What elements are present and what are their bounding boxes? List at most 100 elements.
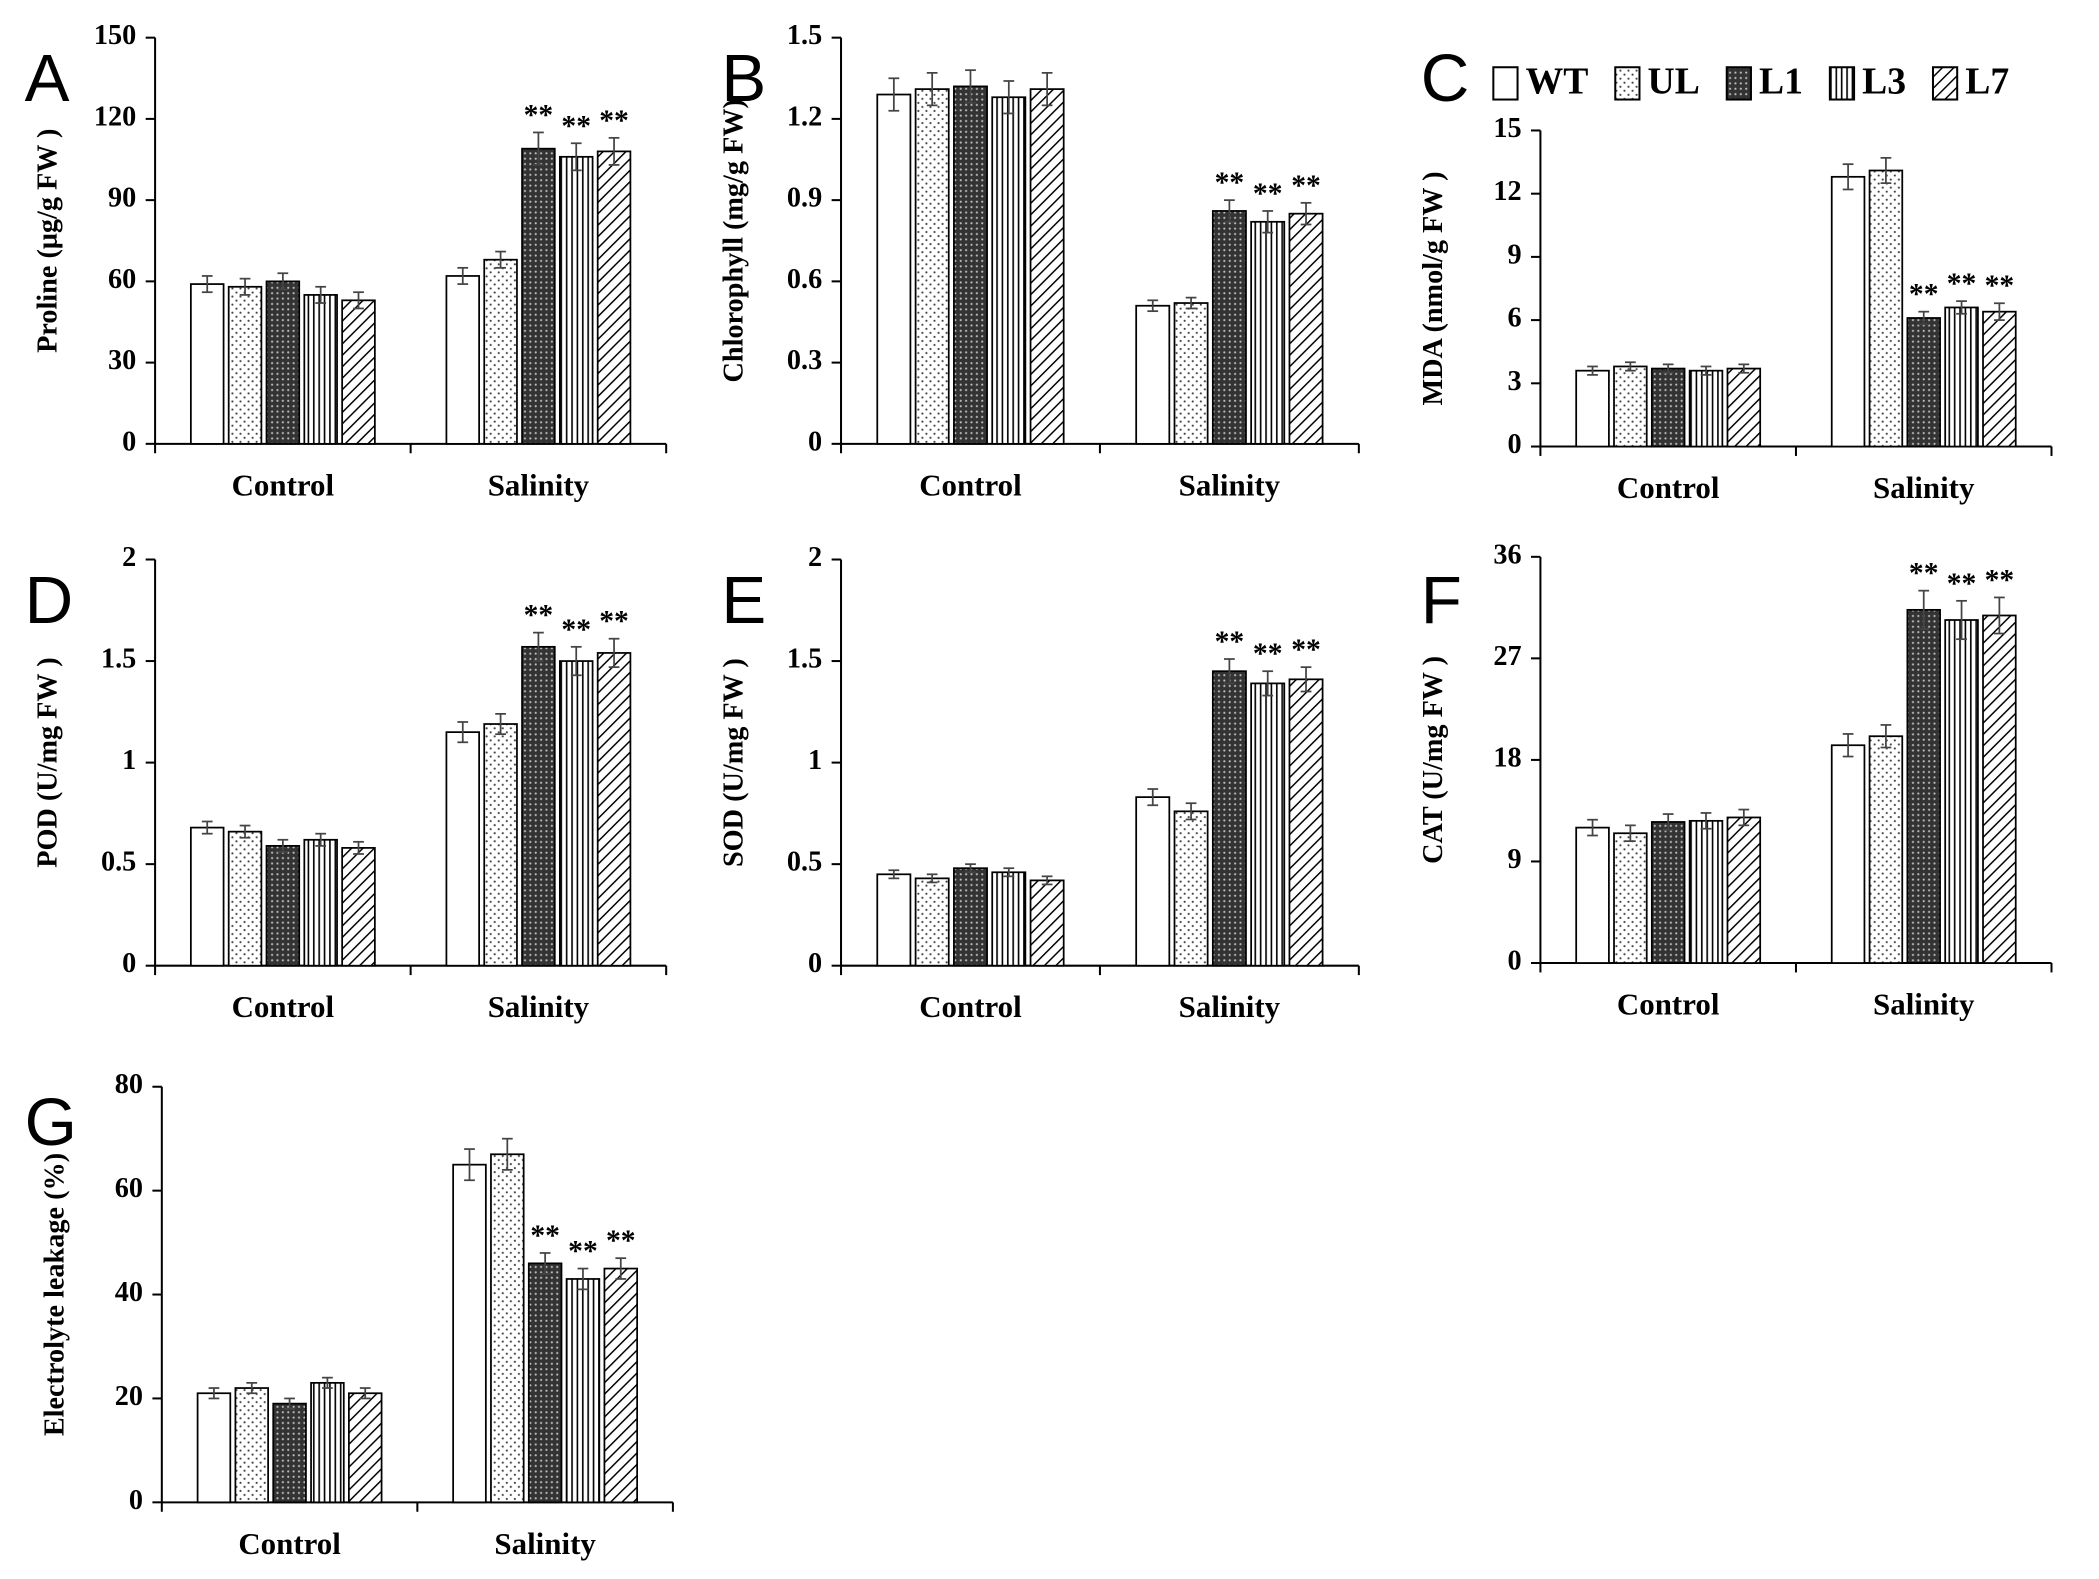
bar <box>1613 365 1648 448</box>
bar <box>1173 810 1209 967</box>
panel: A Proline (μg/g FW ) 0 30 60 90 120 150 Control S… <box>25 20 668 502</box>
error-bar <box>322 1376 333 1389</box>
y-tick-label: 1.2 <box>787 101 822 132</box>
bar <box>303 294 338 445</box>
error-bar <box>1662 813 1674 831</box>
error-bar <box>1003 867 1015 878</box>
y-tick-label: 36 <box>1493 539 1521 570</box>
panel: C MDA (nmol/g FW ) 0 3 6 9 12 15 Control Salinity… <box>1418 41 2053 505</box>
bar <box>953 867 988 967</box>
y-tick-label: 0.9 <box>787 183 822 214</box>
significance-label: ** <box>1253 638 1283 670</box>
error-bar <box>1956 599 1967 641</box>
y-axis-label: Chlorophyll (mg/g FW) <box>719 99 750 382</box>
bar <box>1726 367 1762 448</box>
x-tick-label: Control <box>1617 470 1720 505</box>
panel-letter: B <box>721 41 766 116</box>
bar <box>991 871 1027 967</box>
panel-letter: D <box>25 563 74 638</box>
error-bar <box>353 291 364 310</box>
x-tick-label: Salinity <box>494 1526 596 1561</box>
bar <box>527 1262 563 1504</box>
bar <box>1830 744 1866 964</box>
y-axis-label: POD (U/mg FW ) <box>33 657 64 867</box>
error-bar <box>1185 802 1197 821</box>
error-bar <box>315 832 327 847</box>
y-tick-label: 120 <box>94 101 136 132</box>
x-tick-label: Control <box>232 989 335 1024</box>
y-axis-label: MDA (nmol/g FW ) <box>1418 172 1449 406</box>
significance-label: ** <box>1947 268 1977 300</box>
significance-label: ** <box>1291 170 1321 202</box>
error-bar <box>615 1257 627 1280</box>
bar <box>189 826 225 967</box>
error-bar <box>239 824 251 839</box>
bar <box>303 838 338 967</box>
y-tick-label: 60 <box>115 1173 143 1204</box>
y-axis-label: CAT (U/mg FW ) <box>1418 656 1449 864</box>
error-bar <box>570 645 582 677</box>
bar <box>1726 816 1762 964</box>
significance-label: ** <box>1291 634 1321 666</box>
y-axis-label: SOD (U/mg FW ) <box>719 658 750 867</box>
error-bar <box>965 69 976 104</box>
error-bar <box>1224 199 1235 223</box>
bar <box>596 150 632 445</box>
error-bar <box>888 77 900 112</box>
y-tick-label: 12 <box>1493 176 1521 207</box>
error-bar <box>1662 363 1674 374</box>
panel: E SOD (U/mg FW ) 0 0.5 1 1.5 2 Control Salinity *… <box>719 542 1360 1024</box>
error-bar <box>1918 310 1930 326</box>
error-bar <box>201 275 213 294</box>
y-tick-label: 2 <box>122 542 136 573</box>
x-tick-label: Salinity <box>488 989 590 1024</box>
error-bar <box>464 1148 475 1182</box>
legend-label: L3 <box>1862 60 1906 102</box>
bar <box>559 660 594 967</box>
legend-swatch <box>1614 66 1641 101</box>
bar <box>521 147 556 445</box>
error-bar <box>1918 589 1930 630</box>
bar <box>1211 670 1247 967</box>
bar <box>1944 619 1979 964</box>
error-bar <box>608 637 620 669</box>
y-tick-label: 3 <box>1507 366 1521 397</box>
error-bar <box>457 266 469 285</box>
bar <box>227 830 263 967</box>
y-tick-label: 18 <box>1493 742 1521 773</box>
legend-label: UL <box>1648 60 1700 102</box>
y-tick-label: 0 <box>1507 429 1521 460</box>
error-bar <box>201 820 213 835</box>
significance-label: ** <box>530 1220 560 1252</box>
error-bar <box>246 1381 258 1395</box>
y-tick-label: 0.6 <box>787 264 822 295</box>
bar <box>1613 832 1648 964</box>
panel: D POD (U/mg FW ) 0 0.5 1 1.5 2 Control Salinity *… <box>25 542 668 1024</box>
panel-letter: A <box>25 41 70 116</box>
bar <box>1868 735 1904 964</box>
error-bar <box>277 838 289 853</box>
bar <box>914 88 950 445</box>
bar <box>991 96 1027 445</box>
bar <box>596 652 632 967</box>
error-bar <box>1300 666 1312 693</box>
y-tick-label: 0.3 <box>787 345 822 376</box>
y-tick-label: 0 <box>122 948 136 979</box>
bar <box>876 873 912 967</box>
y-tick-label: 0 <box>129 1485 143 1516</box>
bar <box>914 877 950 967</box>
error-bar <box>284 1397 295 1410</box>
bar <box>953 85 988 445</box>
bar <box>876 93 912 445</box>
error-bar <box>501 1137 513 1171</box>
significance-label: ** <box>1215 167 1245 199</box>
bar <box>1575 826 1610 964</box>
legend-swatch <box>1492 66 1519 101</box>
y-tick-label: 1 <box>122 745 136 776</box>
y-tick-label: 0.5 <box>101 847 136 878</box>
error-bar <box>495 712 506 736</box>
y-tick-label: 1.5 <box>101 644 136 675</box>
error-bar <box>359 1387 371 1400</box>
